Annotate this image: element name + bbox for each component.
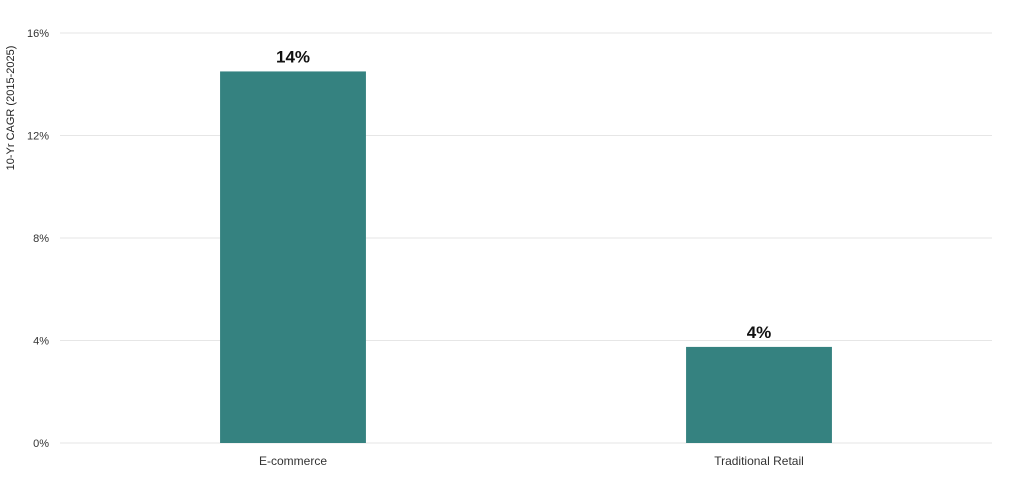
- bar-e-commerce: [220, 71, 366, 443]
- data-label: 14%: [276, 47, 310, 66]
- y-tick-label: 8%: [33, 233, 49, 245]
- y-tick-label: 16%: [27, 28, 49, 40]
- bar-traditional-retail: [686, 346, 832, 443]
- x-tick-label: E-commerce: [259, 454, 327, 468]
- data-label: 4%: [747, 323, 772, 342]
- y-axis-label: 10-Yr CAGR (2015-2025): [5, 46, 17, 171]
- y-tick-label: 4%: [33, 336, 49, 348]
- y-tick-label: 0%: [33, 438, 49, 450]
- y-tick-label: 12%: [27, 131, 49, 143]
- x-tick-label: Traditional Retail: [714, 454, 804, 468]
